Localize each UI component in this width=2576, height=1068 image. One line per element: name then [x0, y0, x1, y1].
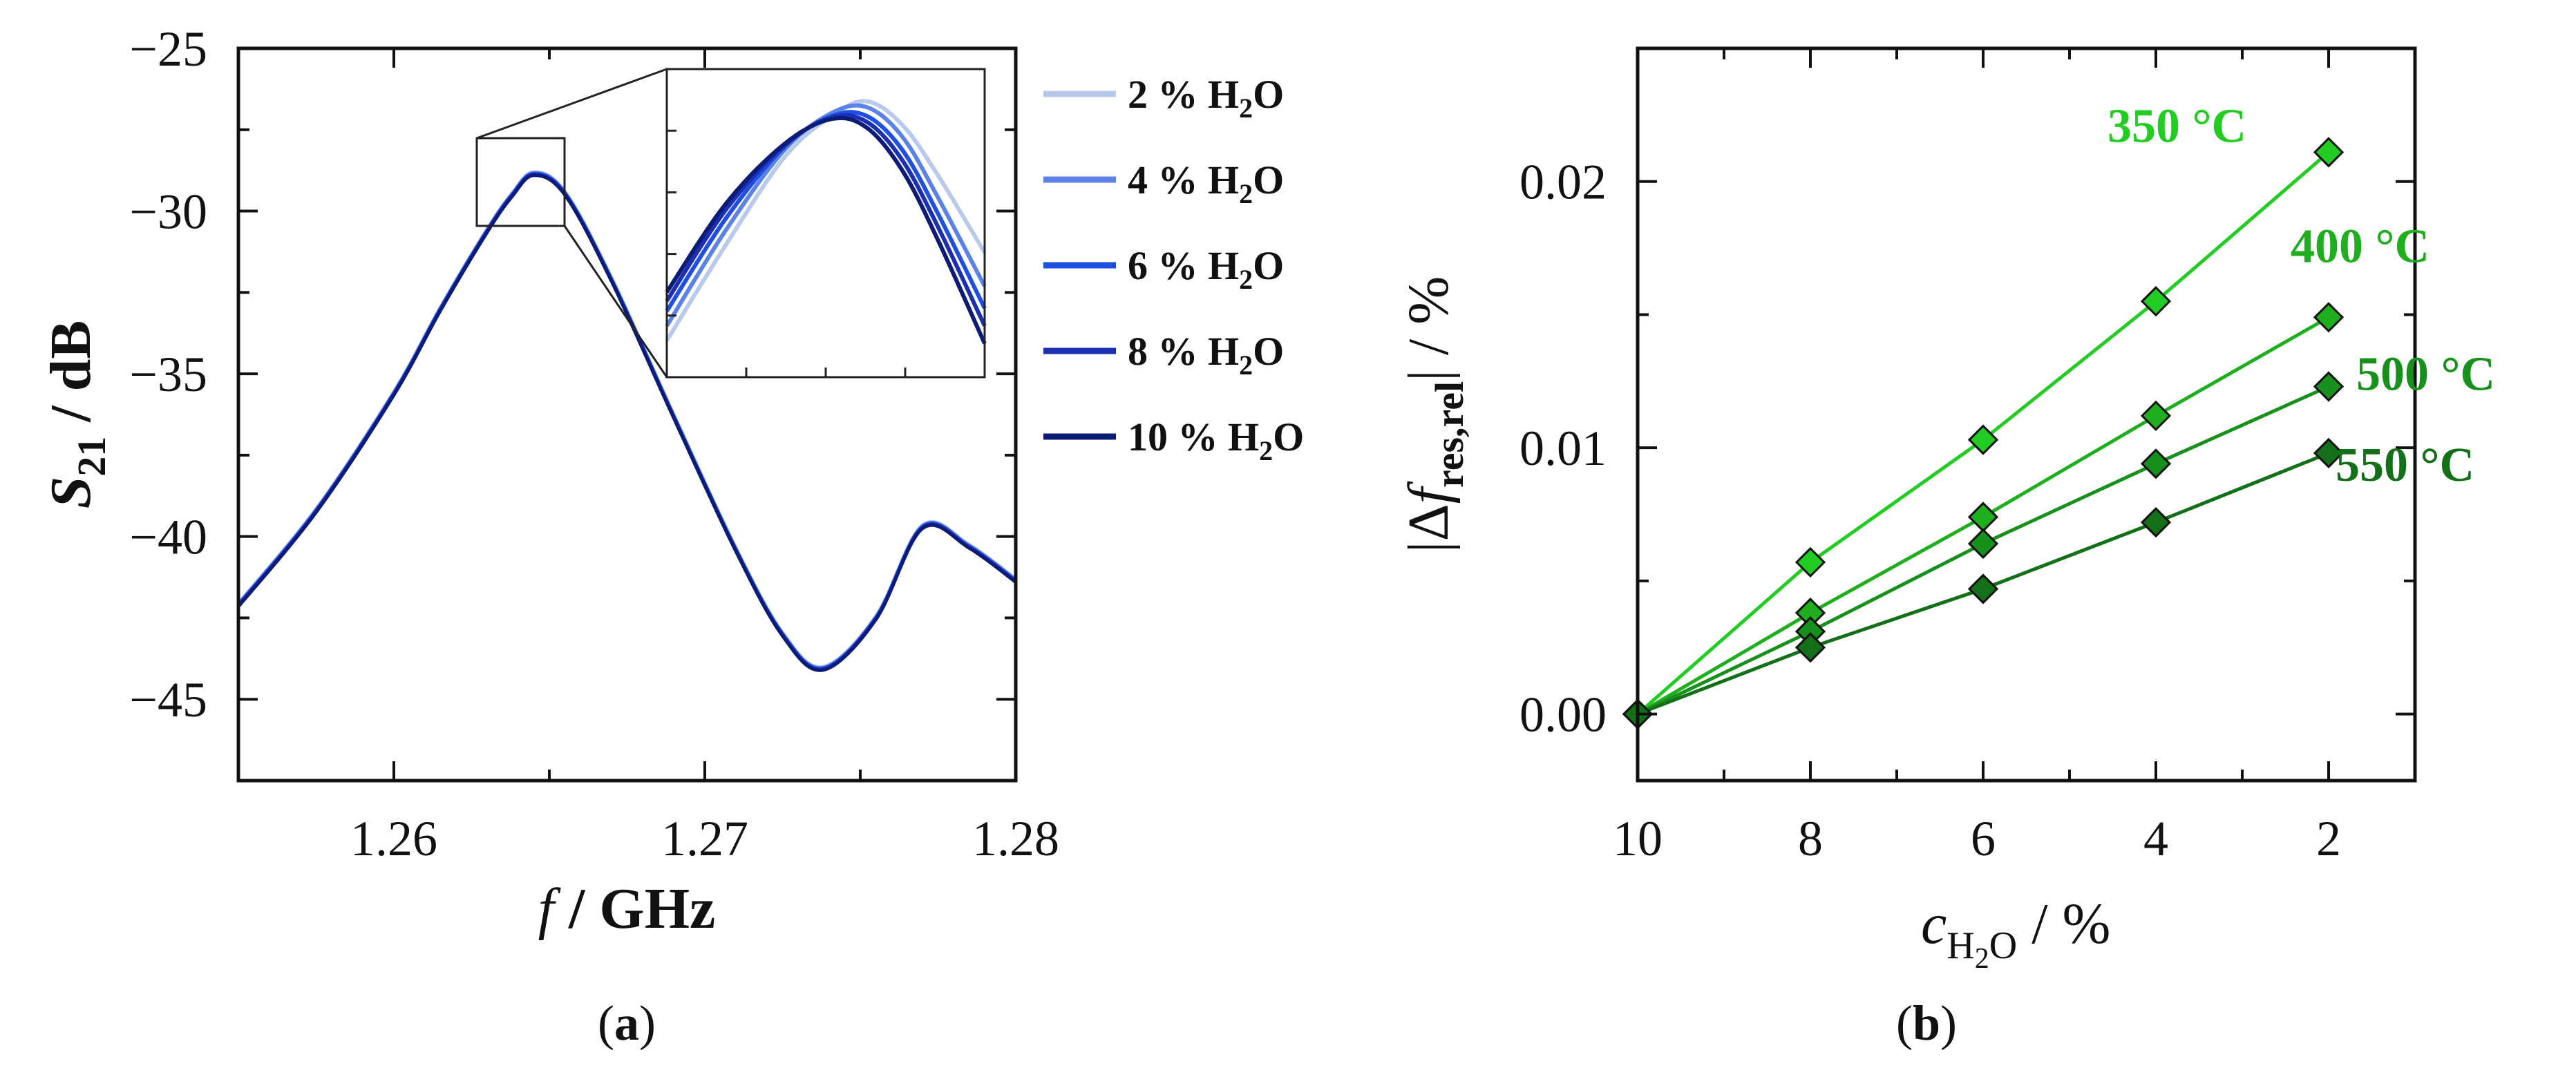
inset-line — [665, 110, 987, 313]
inset-ticks — [667, 129, 907, 377]
plot-frame-a — [236, 46, 1018, 783]
zoom-region — [475, 137, 566, 227]
x-tick-label-b: 8 — [1798, 811, 1823, 866]
inset-line — [665, 103, 987, 327]
y-tick-label-a: −25 — [129, 21, 207, 77]
x-tick-label-b: 4 — [2143, 811, 2168, 866]
tick-labels-b: 10 8 6 4 2 0.00 0.01 0.02 — [1519, 155, 2341, 866]
data-point — [2140, 506, 2172, 538]
data-point — [2313, 437, 2345, 469]
plot-frame-b — [1636, 46, 2417, 783]
x-axis-var-b: c — [1921, 892, 1947, 956]
y-axis-unit-a: dB — [39, 321, 103, 392]
tick-labels-a: 1.26 1.27 1.28 −25 −30 −35 −40 −45 — [129, 21, 1059, 866]
x-tick-label-b: 10 — [1613, 811, 1663, 866]
inset-lines — [665, 99, 987, 345]
y-tick-label-a: −40 — [129, 510, 207, 565]
ticks-b — [1636, 48, 2415, 781]
data-point — [2313, 137, 2345, 168]
data-point — [1794, 632, 1826, 663]
x-axis-title-b: cH2O / % — [1921, 892, 2111, 975]
zoom-connector-bottom — [563, 225, 668, 378]
caption-b: (b) — [1896, 995, 1957, 1051]
series-label-b: 500 °C — [2356, 348, 2495, 401]
data-point — [2140, 400, 2172, 432]
series-labels-b: 350 °C 400 °C 500 °C 550 °C — [2108, 99, 2495, 492]
y-tick-label-b: 0.02 — [1519, 155, 1607, 210]
legend-label: 6 % H2O — [1128, 243, 1284, 295]
y-axis-sub-b: res,rel — [1427, 381, 1472, 488]
x-axis-unit-b: % — [2063, 892, 2111, 956]
x-axis-title-a: f / GHz — [538, 877, 716, 941]
caption-a: (a) — [598, 995, 656, 1051]
inset-line — [665, 115, 987, 345]
legend-label: 10 % H2O — [1128, 414, 1304, 466]
y-axis-unit-b: % — [1396, 276, 1461, 325]
panel-a: 1.26 1.27 1.28 −25 −30 −35 −40 −45 f / GHz S21 … — [39, 21, 1304, 1051]
data-point — [1967, 424, 1999, 455]
legend-label: 2 % H2O — [1128, 72, 1284, 124]
data-point — [1794, 546, 1826, 578]
inset-line — [665, 113, 987, 327]
caption-b-letter: b — [1913, 995, 1940, 1051]
series-lines-b — [1622, 137, 2345, 730]
y-tick-label-b: 0.01 — [1519, 421, 1607, 476]
data-point — [1967, 528, 1999, 560]
data-point — [2140, 448, 2172, 479]
y-axis-prefix-b: Δ — [1396, 504, 1461, 541]
y-tick-label-a: −45 — [129, 672, 207, 727]
series-label-b: 400 °C — [2291, 220, 2430, 273]
x-axis-unit-a: GHz — [599, 877, 715, 941]
ticks-a — [237, 47, 1017, 782]
y-axis-title-b: |Δfres,rel| / % — [1396, 276, 1472, 553]
y-tick-label-b: 0.00 — [1519, 687, 1607, 743]
y-axis-title-a: S21 / dB — [39, 321, 114, 509]
data-point — [2313, 371, 2345, 402]
caption-a-letter: a — [614, 995, 639, 1051]
inset-plot — [665, 68, 987, 379]
y-axis-var-a: S — [39, 477, 103, 509]
y-tick-label-a: −30 — [129, 184, 207, 240]
data-point — [2313, 302, 2345, 333]
legend-label: 8 % H2O — [1128, 329, 1284, 381]
x-tick-label-a: 1.26 — [350, 811, 437, 866]
x-axis-sub-b: H — [1947, 924, 1974, 967]
x-axis-subtail-b: O — [1989, 924, 2017, 967]
x-tick-label-b: 6 — [1971, 811, 1996, 866]
series-label-b: 350 °C — [2108, 99, 2246, 153]
x-tick-label-a: 1.28 — [972, 811, 1059, 866]
series-line-a — [237, 173, 1017, 672]
data-point — [1967, 573, 1999, 604]
zoom-connector-top — [476, 68, 667, 140]
x-tick-label-b: 2 — [2316, 811, 2341, 866]
legend-label: 4 % H2O — [1128, 158, 1284, 209]
x-axis-sub2-b: 2 — [1975, 943, 1989, 975]
y-axis-sub-a: 21 — [69, 437, 114, 477]
data-point — [2140, 286, 2172, 317]
legend: 2 % H2O 4 % H2O 6 % H2O 8 % H2O 10 % H2O — [1043, 72, 1304, 466]
series-label-b: 550 °C — [2336, 439, 2474, 492]
data-point — [1967, 502, 1999, 533]
x-tick-label-a: 1.27 — [661, 811, 748, 866]
panel-b: 10 8 6 4 2 0.00 0.01 0.02 350 °C 400 °C 500 °C 550… — [1396, 46, 2495, 1051]
y-tick-label-a: −35 — [129, 347, 207, 402]
series-lines-a — [237, 170, 1017, 672]
